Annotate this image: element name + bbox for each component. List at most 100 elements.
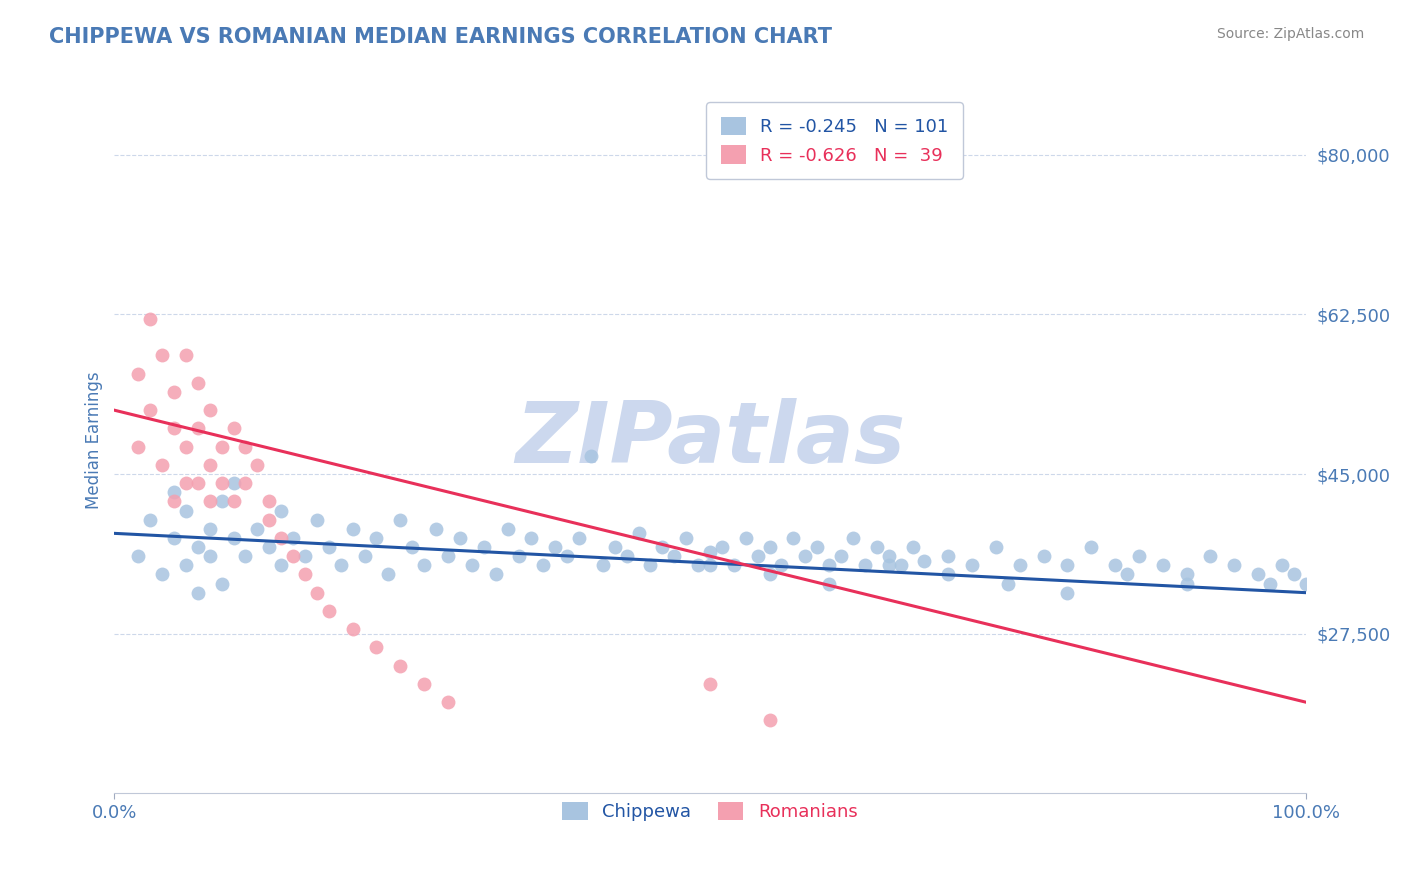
Point [531, 558, 554, 573]
Point [139, 513, 162, 527]
Point [936, 567, 959, 582]
Point [198, 494, 221, 508]
Point [413, 677, 436, 691]
Point [710, 540, 733, 554]
Point [389, 513, 412, 527]
Point [544, 540, 567, 554]
Text: ZIPatlas: ZIPatlas [515, 399, 905, 482]
Point [568, 531, 591, 545]
Point [222, 476, 245, 491]
Point [603, 540, 626, 554]
Point [329, 558, 352, 573]
Point [127, 549, 149, 564]
Point [318, 540, 340, 554]
Point [187, 421, 209, 435]
Point [318, 604, 340, 618]
Point [699, 544, 721, 558]
Point [830, 549, 852, 564]
Point [1032, 549, 1054, 564]
Point [150, 567, 173, 582]
Point [187, 540, 209, 554]
Point [579, 449, 602, 463]
Point [187, 585, 209, 599]
Point [688, 558, 710, 573]
Point [294, 549, 316, 564]
Point [270, 558, 292, 573]
Point [259, 513, 281, 527]
Point [174, 349, 197, 363]
Point [281, 549, 304, 564]
Point [699, 558, 721, 573]
Point [472, 540, 495, 554]
Point [960, 558, 983, 573]
Point [758, 540, 780, 554]
Point [150, 349, 173, 363]
Point [877, 549, 900, 564]
Point [163, 384, 186, 399]
Point [437, 695, 460, 709]
Text: CHIPPEWA VS ROMANIAN MEDIAN EARNINGS CORRELATION CHART: CHIPPEWA VS ROMANIAN MEDIAN EARNINGS COR… [49, 27, 832, 46]
Point [174, 476, 197, 491]
Point [651, 540, 673, 554]
Point [211, 494, 233, 508]
Point [1152, 558, 1174, 573]
Point [1199, 549, 1222, 564]
Point [699, 677, 721, 691]
Point [616, 549, 638, 564]
Point [640, 558, 662, 573]
Text: Source: ZipAtlas.com: Source: ZipAtlas.com [1216, 27, 1364, 41]
Point [818, 558, 841, 573]
Point [425, 522, 447, 536]
Point [984, 540, 1007, 554]
Point [187, 376, 209, 390]
Point [259, 540, 281, 554]
Point [401, 540, 423, 554]
Point [127, 440, 149, 454]
Point [449, 531, 471, 545]
Point [675, 531, 697, 545]
Point [901, 540, 924, 554]
Point [163, 531, 186, 545]
Point [294, 567, 316, 582]
Point [627, 526, 650, 541]
Point [139, 403, 162, 417]
Point [758, 714, 780, 728]
Point [1056, 558, 1078, 573]
Point [437, 549, 460, 564]
Point [866, 540, 889, 554]
Point [163, 494, 186, 508]
Point [1128, 549, 1150, 564]
Point [305, 585, 328, 599]
Point [806, 540, 828, 554]
Point [235, 476, 257, 491]
Point [235, 440, 257, 454]
Point [555, 549, 578, 564]
Point [211, 476, 233, 491]
Point [1282, 567, 1305, 582]
Point [484, 567, 506, 582]
Point [664, 549, 686, 564]
Point [198, 522, 221, 536]
Point [413, 558, 436, 573]
Point [1080, 540, 1102, 554]
Point [222, 421, 245, 435]
Point [174, 503, 197, 517]
Point [1271, 558, 1294, 573]
Point [747, 549, 769, 564]
Point [520, 531, 543, 545]
Point [150, 458, 173, 472]
Point [1056, 585, 1078, 599]
Point [936, 549, 959, 564]
Point [1116, 567, 1139, 582]
Point [163, 421, 186, 435]
Point [1247, 567, 1270, 582]
Point [366, 531, 388, 545]
Point [1258, 576, 1281, 591]
Point [174, 440, 197, 454]
Point [246, 458, 269, 472]
Point [842, 531, 865, 545]
Point [1104, 558, 1126, 573]
Point [389, 658, 412, 673]
Point [1175, 576, 1198, 591]
Y-axis label: Median Earnings: Median Earnings [86, 371, 103, 508]
